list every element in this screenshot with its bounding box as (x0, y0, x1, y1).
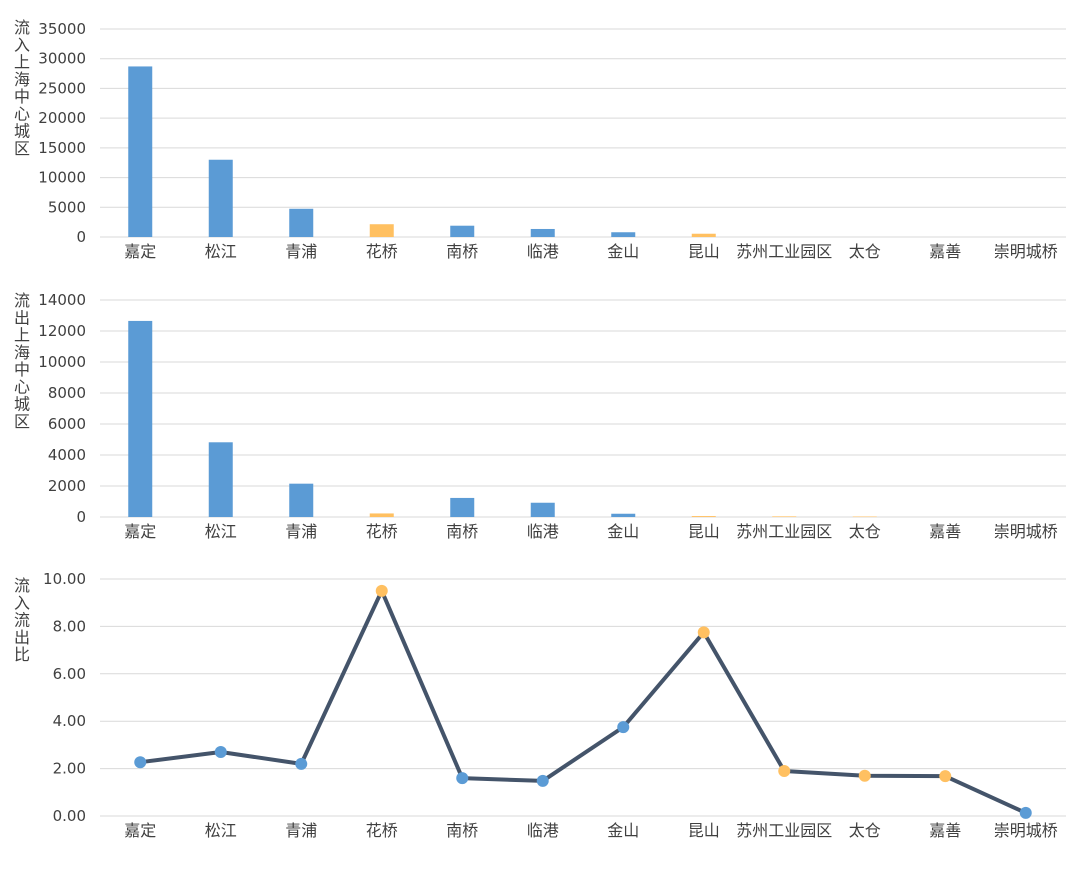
x-tick-label: 临港 (527, 522, 559, 541)
x-tick-label: 昆山 (688, 242, 720, 261)
point-松江 (214, 746, 227, 759)
x-tick-label: 太仓 (849, 242, 881, 261)
x-tick-label: 临港 (527, 242, 559, 261)
x-tick-label: 崇明城桥 (994, 522, 1058, 541)
x-tick-label: 南桥 (446, 821, 478, 840)
x-tick-label: 松江 (205, 821, 237, 840)
x-tick-label: 临港 (527, 821, 559, 840)
x-tick-label: 南桥 (446, 522, 478, 541)
x-tick-label: 嘉定 (124, 522, 156, 541)
x-tick-label: 嘉定 (124, 242, 156, 261)
y-tick-label: 6.00 (53, 665, 86, 683)
bar-南桥 (450, 497, 475, 517)
bar-金山 (611, 232, 636, 237)
x-tick-label: 青浦 (285, 242, 317, 261)
x-tick-label: 嘉善 (929, 522, 961, 541)
x-tick-label: 金山 (607, 522, 639, 541)
bar-临港 (530, 228, 555, 237)
y-tick-label: 8.00 (53, 617, 86, 635)
y-tick-label: 8000 (48, 384, 86, 402)
bar-青浦 (289, 483, 314, 517)
x-tick-label: 金山 (607, 821, 639, 840)
x-tick-label: 太仓 (849, 522, 881, 541)
bar-青浦 (289, 208, 314, 237)
bar-花桥 (369, 513, 394, 517)
x-tick-label: 松江 (205, 522, 237, 541)
point-金山 (617, 721, 630, 734)
x-tick-label: 嘉善 (929, 242, 961, 261)
y-tick-label: 12000 (38, 322, 86, 340)
y-tick-label: 35000 (38, 20, 86, 38)
bar-昆山 (691, 516, 716, 517)
x-tick-label: 嘉善 (929, 821, 961, 840)
x-tick-label: 松江 (205, 242, 237, 261)
y-tick-label: 30000 (38, 50, 86, 68)
point-嘉善 (939, 770, 952, 783)
y-tick-label: 10.00 (43, 570, 86, 588)
bar-嘉定 (128, 66, 153, 237)
x-tick-label: 青浦 (285, 522, 317, 541)
bar-临港 (530, 502, 555, 517)
y-tick-label: 0 (76, 228, 86, 246)
x-tick-label: 苏州工业园区 (736, 522, 832, 541)
x-tick-label: 嘉定 (124, 821, 156, 840)
x-tick-label: 金山 (607, 242, 639, 261)
point-南桥 (456, 772, 469, 785)
y-tick-label: 10000 (38, 353, 86, 371)
y-axis-label: 流入上海中心城区 (14, 18, 30, 158)
series-line (139, 588, 1027, 815)
point-临港 (536, 774, 549, 787)
y-tick-label: 14000 (38, 291, 86, 309)
point-太仓 (858, 769, 871, 782)
x-tick-label: 南桥 (446, 242, 478, 261)
y-tick-label: 4.00 (53, 712, 86, 730)
y-tick-label: 0 (76, 508, 86, 526)
y-axis-label: 流入流出比 (14, 576, 30, 664)
bar-松江 (208, 159, 233, 237)
bar-花桥 (369, 224, 394, 237)
bar-嘉定 (128, 320, 153, 517)
chart-panel-2: 0 2000 4000 6000 8000 10000 12000 14000 流出上海中心城区… (14, 291, 1066, 541)
y-tick-label: 4000 (48, 446, 86, 464)
y-tick-label: 2000 (48, 477, 86, 495)
x-tick-label: 昆山 (688, 522, 720, 541)
point-青浦 (295, 757, 308, 770)
y-axis-label: 流出上海中心城区 (14, 291, 30, 431)
y-tick-label: 15000 (38, 139, 86, 157)
y-tick-label: 5000 (48, 198, 86, 216)
bar-金山 (611, 513, 636, 517)
chart-panel-1: 0 5000 10000 15000 20000 25000 30000 35000 流入上海中… (14, 18, 1066, 261)
y-tick-label: 25000 (38, 79, 86, 97)
y-tick-label: 6000 (48, 415, 86, 433)
bar-松江 (208, 442, 233, 517)
point-苏州工业园区 (778, 764, 791, 777)
point-崇明城桥 (1019, 806, 1032, 819)
x-tick-label: 崇明城桥 (994, 821, 1058, 840)
point-花桥 (375, 584, 388, 597)
x-tick-label: 昆山 (688, 821, 720, 840)
point-昆山 (697, 626, 710, 639)
bar-苏州工业园区 (772, 516, 797, 517)
x-tick-label: 花桥 (366, 522, 398, 541)
bar-太仓 (852, 516, 877, 518)
x-tick-label: 青浦 (285, 821, 317, 840)
x-tick-label: 崇明城桥 (994, 242, 1058, 261)
x-tick-label: 苏州工业园区 (736, 821, 832, 840)
y-tick-label: 2.00 (53, 760, 86, 778)
x-tick-label: 花桥 (366, 242, 398, 261)
x-tick-label: 花桥 (366, 821, 398, 840)
y-tick-label: 10000 (38, 169, 86, 187)
point-嘉定 (134, 756, 147, 769)
x-tick-label: 太仓 (849, 821, 881, 840)
y-tick-label: 20000 (38, 109, 86, 127)
x-tick-label: 苏州工业园区 (736, 242, 832, 261)
bar-南桥 (450, 225, 475, 237)
y-tick-label: 0.00 (53, 807, 86, 825)
bar-昆山 (691, 233, 716, 237)
